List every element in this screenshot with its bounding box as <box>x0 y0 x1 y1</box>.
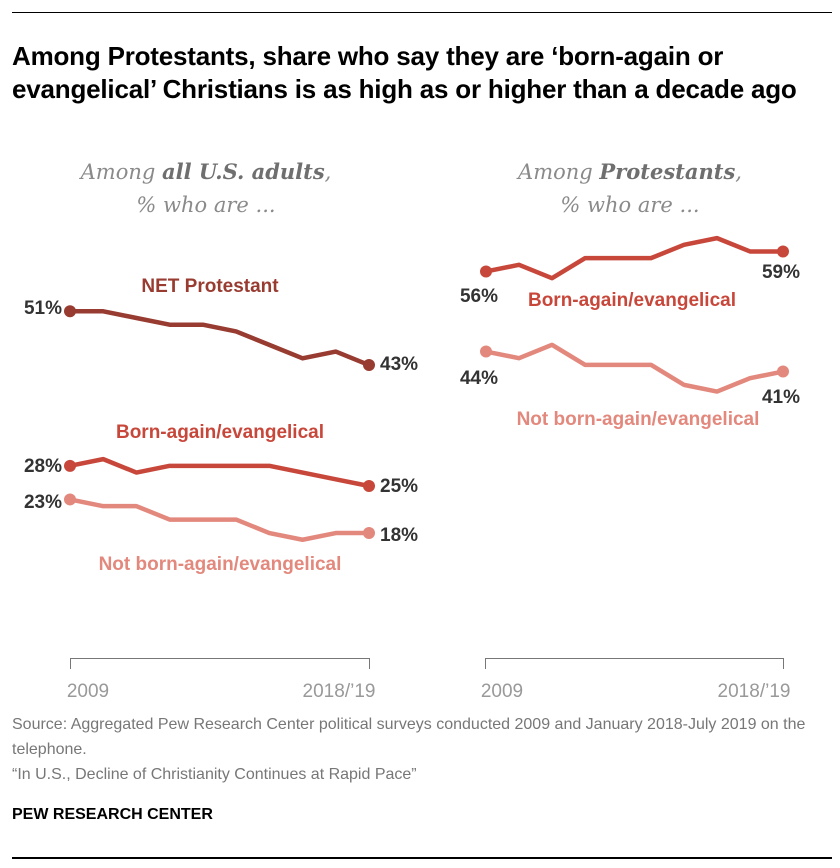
right-series-0-start-point <box>480 265 492 278</box>
chart-title: Among Protestants, share who say they ar… <box>12 41 797 104</box>
left-series-1-end-point <box>363 480 375 492</box>
value-label-left-ba-end: 25% <box>380 476 418 497</box>
left-series-0-start-point <box>64 305 76 318</box>
right-x-axis <box>485 658 784 669</box>
left-series-0-end-point <box>363 359 375 372</box>
left-x-start-label: 2009 <box>67 681 109 702</box>
left-subtitle-line2: % who are ... <box>136 193 276 217</box>
label-net-protestant: NET Protestant <box>141 276 279 297</box>
brand-logo-text: PEW RESEARCH CENTER <box>12 806 213 823</box>
right-subtitle-prefix: Among <box>518 160 600 184</box>
right-series-line-1 <box>485 342 784 394</box>
left-x-end-label: 2018/’19 <box>303 681 376 702</box>
left-series-line-1 <box>69 456 370 489</box>
left-x-axis <box>70 658 370 669</box>
value-label-net-end: 43% <box>380 354 418 375</box>
top-rule <box>12 12 832 13</box>
right-series-0-end-point <box>777 245 789 258</box>
left-subtitle-prefix: Among <box>80 160 162 184</box>
left-series-1-start-point <box>64 459 76 472</box>
notes: Source: Aggregated Pew Research Center p… <box>12 712 812 787</box>
left-series-line-2 <box>69 497 369 543</box>
value-label-right-ba-start: 56% <box>460 286 498 307</box>
left-series-line-0 <box>70 309 370 368</box>
report-title: “In U.S., Decline of Christianity Contin… <box>12 766 417 783</box>
label-left-not-born-again: Not born-again/evangelical <box>99 554 342 575</box>
right-subtitle-suffix: , <box>735 160 742 184</box>
right-series-1-start-point <box>480 345 492 358</box>
value-label-left-ba-start: 28% <box>24 456 62 477</box>
label-left-born-again: Born-again/evangelical <box>116 422 324 443</box>
value-label-net-start: 51% <box>24 298 62 319</box>
left-series-2-end-point <box>363 527 375 540</box>
label-right-born-again: Born-again/evangelical <box>528 290 736 311</box>
right-x-start-label: 2009 <box>481 681 523 702</box>
left-subtitle-suffix: , <box>324 160 332 184</box>
source-note: Source: Aggregated Pew Research Center p… <box>12 716 806 758</box>
value-label-left-not-start: 23% <box>24 492 62 513</box>
right-x-end-label: 2018/’19 <box>718 681 791 702</box>
left-subtitle-emph: all U.S. adults <box>162 159 325 184</box>
bottom-rule <box>12 857 832 859</box>
right-subtitle-line2: % who are ... <box>560 193 700 217</box>
label-right-not-born-again: Not born-again/evangelical <box>517 409 760 430</box>
left-subtitle: Among all U.S. adults, % who are ... <box>16 155 396 222</box>
value-label-right-ba-end: 59% <box>762 262 800 283</box>
right-subtitle: Among Protestants, % who are ... <box>440 155 820 222</box>
value-label-right-not-end: 41% <box>762 387 800 408</box>
right-series-line-0 <box>485 235 783 281</box>
right-series-1-end-point <box>777 365 789 378</box>
value-label-right-not-start: 44% <box>460 368 498 389</box>
right-subtitle-emph: Protestants <box>599 159 736 184</box>
left-series-2-start-point <box>64 493 76 506</box>
value-label-left-not-end: 18% <box>380 525 418 546</box>
